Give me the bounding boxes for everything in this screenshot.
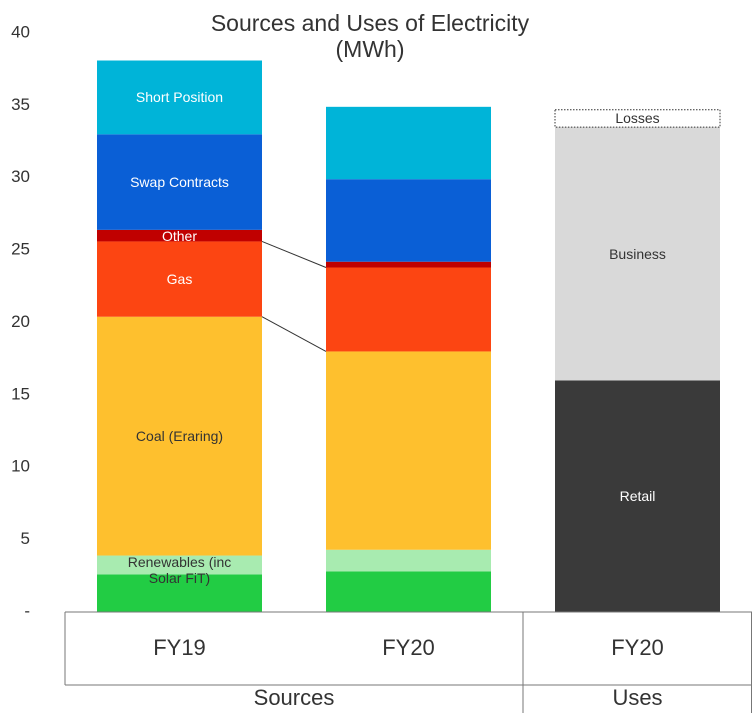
bar-segment — [97, 241, 262, 317]
bar-segment — [326, 179, 491, 262]
segment-label: Renewables (inc Solar FiT) — [127, 554, 232, 587]
group-label: Uses — [612, 685, 662, 710]
bar-segment — [555, 127, 720, 381]
bar-segment — [97, 555, 262, 575]
x-tick-label: FY19 — [153, 635, 206, 660]
x-tick-label: FY20 — [611, 635, 664, 660]
bar-segment — [326, 267, 491, 352]
connector-line — [261, 316, 327, 352]
y-tick-label: 40 — [11, 22, 30, 41]
bar-segment — [97, 229, 262, 242]
bar-segment — [326, 549, 491, 572]
bar-segment — [97, 316, 262, 556]
segment-label: Business — [609, 245, 666, 262]
segment-label: Losses — [615, 110, 660, 127]
y-tick-label: 25 — [11, 240, 30, 259]
y-tick-label: 5 — [21, 529, 30, 548]
segment-label: Swap Contracts — [130, 174, 229, 191]
y-tick-label: 10 — [11, 457, 30, 476]
segment-label: Other — [161, 227, 197, 244]
group-label: Sources — [254, 685, 335, 710]
bar-segment — [326, 351, 491, 550]
bar-segment — [97, 134, 262, 230]
segment-label: Gas — [166, 271, 193, 288]
y-tick-label: 15 — [11, 384, 30, 403]
bar-segment — [97, 574, 262, 612]
bar-segment — [97, 60, 262, 135]
bar-segment — [554, 109, 721, 128]
bar-segment — [555, 380, 720, 612]
y-tick-label: 30 — [11, 167, 30, 186]
chart-title: Sources and Uses of Electricity (MWh) — [210, 10, 530, 62]
y-tick-label: 20 — [11, 312, 30, 331]
connector-line — [261, 240, 327, 268]
segment-label: Coal (Eraring) — [135, 428, 224, 445]
bar-segment — [326, 571, 491, 612]
y-tick-label: - — [24, 601, 30, 620]
segment-label: Short Position — [135, 89, 224, 106]
segment-label: Retail — [619, 488, 656, 505]
x-tick-label: FY20 — [382, 635, 435, 660]
bar-segment — [326, 106, 491, 180]
y-tick-label: 35 — [11, 95, 30, 114]
bar-segment — [326, 261, 491, 268]
